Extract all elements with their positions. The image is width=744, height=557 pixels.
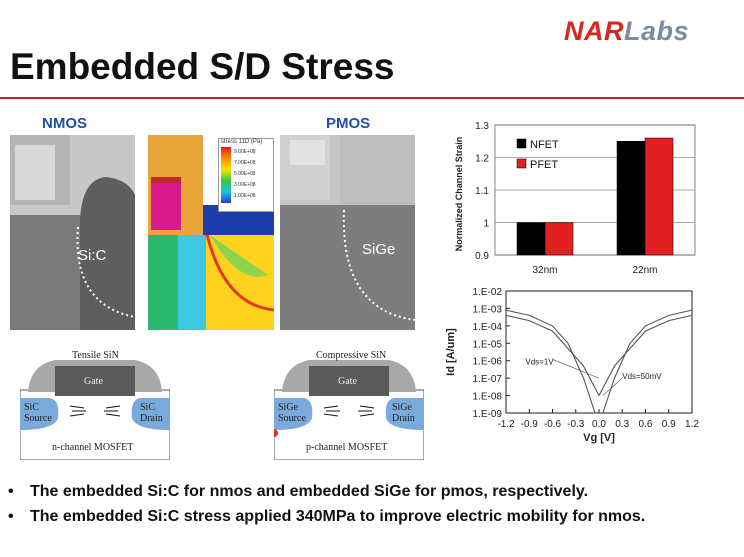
nmos-label: NMOS (42, 115, 87, 132)
title-divider (0, 97, 744, 99)
y-tick-label: 1.E-02 (473, 287, 503, 298)
pmos-tem-image: SiGe (280, 135, 415, 330)
legend-label: PFET (530, 159, 558, 171)
pmos-tem-drawing (280, 135, 415, 330)
bullet-list: • The embedded Si:C for nmos and embedded… (8, 479, 645, 529)
pmos-caption: p-channel MOSFET (306, 442, 388, 453)
x-tick-label: 32nm (532, 265, 557, 276)
x-tick-label: 22nm (632, 265, 657, 276)
annotation-leader (552, 359, 600, 379)
bar-pfet (544, 222, 574, 256)
legend-label: NFET (530, 139, 559, 151)
id-vg-chart-svg: 1.E-09 1.E-08 1.E-07 1.E-06 1.E-05 1.E-04 1.E-… (445, 287, 699, 444)
y-tick-label: 1 (483, 219, 489, 230)
stress-legend-title: stress 11D (Pa) (221, 139, 263, 145)
nmos-drain-label: SiC Drain (140, 402, 163, 424)
x-tick-label: -0.6 (544, 419, 562, 430)
nmos-tem-drawing (10, 135, 135, 330)
nmos-schematic: Tensile SiN Gate SiC Source SiC Drain n-… (19, 340, 171, 461)
stress-simulation-image: stress 11D (Pa) 9.00E+08 7.00E+08 5.00E+… (148, 135, 274, 330)
iv-curve (505, 309, 596, 414)
y-tick-label: 1.3 (475, 121, 489, 132)
y-tick-label: 1.1 (475, 186, 489, 197)
y-tick-label: 1.E-07 (473, 374, 503, 385)
nmos-source-label: SiC Source (24, 402, 52, 424)
nmos-tem-label: Si:C (78, 247, 107, 264)
pmos-source-label: SiGe Source (278, 402, 306, 424)
x-axis-title: Vg [V] (583, 432, 615, 444)
nmos-schematic-drawing (19, 360, 171, 461)
annotation-leader (602, 377, 623, 396)
narlabs-logo: NARLabs (564, 16, 690, 46)
y-axis-title: Id [A/um] (445, 328, 457, 376)
y-tick-label: 0.9 (475, 251, 489, 262)
y-tick-label: 1.2 (475, 154, 489, 165)
y-axis-title: Normalized Channel Strain (454, 137, 464, 252)
x-tick-label: -1.2 (497, 419, 515, 430)
nmos-sin-label: Tensile SiN (72, 350, 119, 361)
pmos-sin-label: Compressive SiN (316, 350, 387, 361)
x-tick-label: 0.0 (592, 419, 606, 430)
y-tick-label: 1.E-04 (473, 322, 503, 333)
plot-area (505, 290, 693, 414)
nmos-tem-image: Si:C (10, 135, 135, 330)
x-tick-label: 1.2 (685, 419, 699, 430)
strain-bar-chart-svg: 0.9 1 1.1 1.2 1.3 Normalized Channel Strain 32… (454, 121, 696, 276)
annotation-vds-1v: Vds=1V (525, 358, 554, 367)
pmos-label: PMOS (326, 115, 371, 132)
annotation-vds-50mv: Vds=50mV (622, 372, 662, 381)
id-vg-chart: 1.E-09 1.E-08 1.E-07 1.E-06 1.E-05 1.E-04 1.E-… (440, 283, 730, 453)
pmos-schematic: Compressive SiN Gate SiGe Source SiGe Dr… (270, 340, 425, 461)
y-tick-label: 1.E-06 (473, 357, 503, 368)
y-tick-label: 1.E-05 (473, 339, 503, 350)
y-tick-label: 1.E-08 (473, 392, 503, 403)
pmos-gate-label: Gate (338, 376, 357, 387)
y-tick-label: 1.E-09 (473, 409, 503, 420)
x-tick-label: 0.3 (615, 419, 629, 430)
iv-curve (505, 314, 600, 396)
legend-swatch (516, 138, 527, 149)
x-tick-label: -0.3 (567, 419, 585, 430)
iv-curve (602, 309, 693, 414)
stress-legend-values: 9.00E+08 7.00E+08 5.00E+08 3.00E+08 1.00… (234, 149, 256, 199)
bar-nfet (516, 222, 546, 256)
pmos-drain-label: SiGe Drain (392, 402, 415, 424)
stress-legend: stress 11D (Pa) 9.00E+08 7.00E+08 5.00E+… (218, 138, 274, 212)
slide-title: Embedded S/D Stress (10, 46, 395, 87)
bar-nfet (616, 141, 646, 256)
strain-bar-chart: 0.9 1 1.1 1.2 1.3 Normalized Channel Strain 32… (440, 115, 730, 285)
legend-swatch (516, 158, 527, 169)
x-tick-label: -0.9 (521, 419, 539, 430)
pmos-schematic-drawing (270, 360, 425, 461)
iv-curve (598, 314, 693, 396)
x-tick-label: 0.6 (639, 419, 653, 430)
bullet-item: • The embedded Si:C stress applied 340MPa… (8, 508, 646, 525)
y-tick-label: 1.E-03 (473, 304, 503, 315)
nmos-caption: n-channel MOSFET (52, 442, 134, 453)
bullet-item: • The embedded Si:C for nmos and embedded… (8, 483, 589, 500)
nmos-gate-label: Gate (84, 376, 103, 387)
bar-pfet (644, 137, 674, 256)
x-tick-label: 0.9 (662, 419, 676, 430)
pmos-tem-label: SiGe (362, 241, 396, 258)
stress-colorbar (221, 147, 231, 203)
